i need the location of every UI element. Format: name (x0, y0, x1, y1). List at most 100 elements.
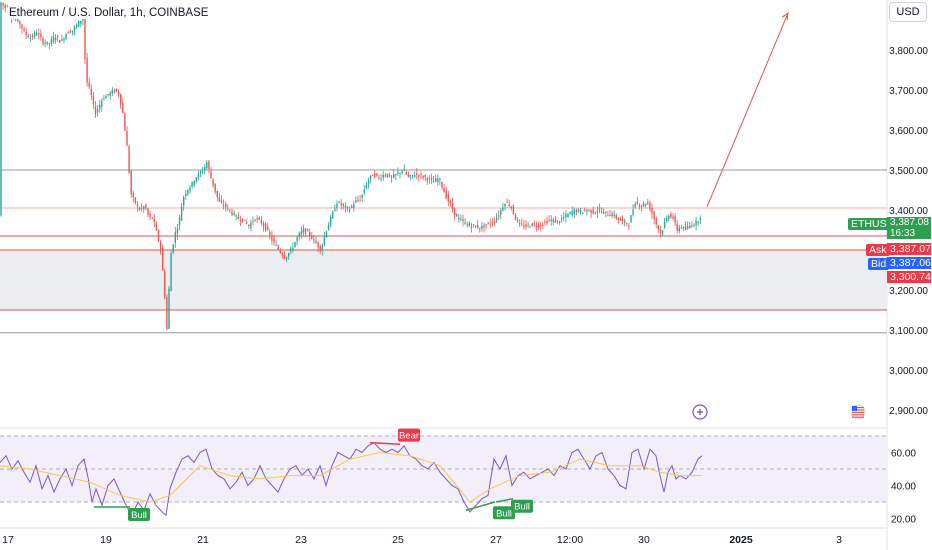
y-tick-label: 3,600.00 (889, 126, 928, 137)
candle-body (225, 203, 227, 208)
candle-body (680, 227, 683, 229)
candle-body (659, 229, 662, 233)
candle-body (99, 104, 101, 109)
candle-body (399, 173, 401, 175)
candle-body (514, 214, 517, 220)
candle-body (670, 213, 672, 218)
candle-body (338, 201, 340, 203)
candle-body (365, 184, 368, 189)
candle-body (548, 220, 550, 222)
candle-body (418, 174, 420, 178)
candle-body (273, 238, 275, 243)
candle-body (344, 205, 347, 208)
candle-body (279, 249, 281, 253)
candle-body (699, 218, 701, 220)
plus-circle-icon[interactable] (692, 404, 708, 420)
candle-body (657, 225, 659, 230)
candle-body (384, 175, 386, 177)
candle-body (50, 39, 53, 44)
last-price-tag: 3,387.08 (887, 217, 931, 228)
candle-body (491, 222, 494, 224)
candle-body (36, 33, 38, 36)
candle-body (298, 233, 300, 237)
candle-body (351, 206, 353, 208)
candle-body (357, 199, 359, 201)
x-tick-label: 2025 (729, 534, 753, 546)
candle-body (348, 209, 351, 211)
candle-body (183, 197, 185, 206)
candle-body (386, 173, 389, 178)
candle-body (176, 228, 179, 235)
candle-body (554, 219, 557, 223)
y-tick-label: 3,800.00 (889, 46, 928, 57)
candle-body (46, 41, 48, 44)
candle-body (63, 38, 65, 41)
candle-body (676, 223, 678, 231)
candle-body (395, 174, 397, 176)
candle-body (206, 162, 208, 169)
candle-body (575, 210, 578, 212)
candle-body (143, 206, 145, 210)
candle-body (210, 171, 212, 179)
bid-tag: Bid (868, 258, 890, 270)
candle-body (84, 17, 86, 59)
candle-body (605, 211, 607, 213)
candle-body (573, 209, 575, 214)
candle-body (458, 218, 460, 220)
candle-body (558, 221, 561, 224)
candle-body (241, 218, 244, 222)
candle-body (199, 171, 202, 173)
candle-body (611, 213, 613, 217)
y-tick-label: 3,100.00 (889, 326, 928, 337)
candle-body (636, 201, 638, 204)
candle-body (40, 33, 42, 38)
candle-body (86, 57, 88, 83)
candle-body (187, 190, 189, 195)
candle-body (75, 24, 78, 28)
candle-body (78, 20, 80, 27)
candle-body (157, 230, 160, 241)
candle-body (275, 245, 277, 247)
projection-arrow-head (781, 12, 789, 21)
candle-body (430, 178, 433, 180)
candle-body (38, 33, 40, 35)
candle-body (281, 253, 284, 256)
currency-button[interactable]: USD (889, 2, 927, 22)
candle-body (645, 204, 647, 206)
candle-body (594, 212, 596, 214)
candle-body (120, 94, 122, 105)
candle-body (500, 210, 502, 215)
candle-body (252, 221, 254, 223)
candle-body (600, 211, 603, 213)
candle-body (691, 225, 693, 227)
candle-body (334, 209, 336, 212)
level-price-tag: 3,300.74 (887, 271, 931, 283)
candle-body (327, 225, 330, 231)
bid-price-tag: 3,387.06 (887, 257, 931, 269)
candle-body (567, 214, 569, 218)
candle-body (141, 207, 143, 209)
candle-body (563, 217, 565, 219)
candle-body (103, 98, 105, 100)
candle-body (403, 170, 405, 172)
divergence-label-box (128, 507, 150, 521)
candle-body (443, 188, 445, 193)
candle-body (115, 88, 118, 92)
candle-body (201, 171, 204, 173)
candle-body (535, 225, 538, 227)
candle-body (111, 90, 113, 94)
candle-body (346, 206, 349, 208)
candle-body (397, 172, 399, 175)
candle-body (420, 173, 422, 175)
candle-body (67, 32, 69, 34)
candle-body (193, 180, 195, 186)
candle-body (269, 232, 271, 235)
candle-body (647, 202, 649, 204)
candle-body (178, 217, 181, 226)
candle-body (462, 219, 464, 222)
candle-body (94, 106, 97, 115)
candle-body (628, 225, 630, 227)
y-tick-label: 3,500.00 (889, 166, 928, 177)
candle-body (145, 204, 147, 209)
